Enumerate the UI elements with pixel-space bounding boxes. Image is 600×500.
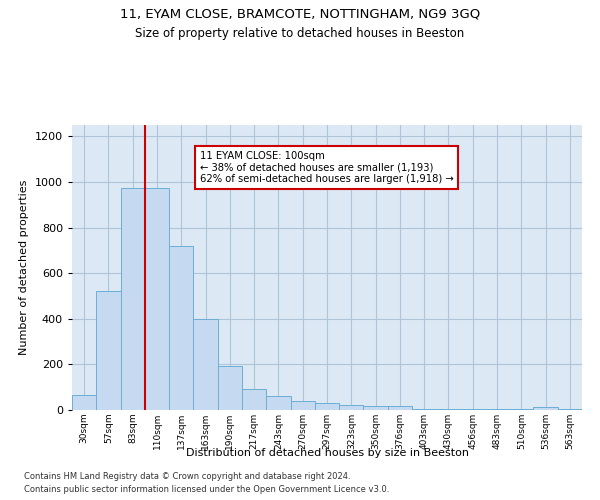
Text: 11, EYAM CLOSE, BRAMCOTE, NOTTINGHAM, NG9 3GQ: 11, EYAM CLOSE, BRAMCOTE, NOTTINGHAM, NG… <box>120 8 480 20</box>
Bar <box>533 408 558 410</box>
Bar <box>558 409 582 410</box>
Bar <box>218 366 242 410</box>
Bar <box>96 292 121 410</box>
Bar <box>364 406 388 410</box>
Text: 11 EYAM CLOSE: 100sqm
← 38% of detached houses are smaller (1,193)
62% of semi-d: 11 EYAM CLOSE: 100sqm ← 38% of detached … <box>199 150 453 184</box>
Text: Size of property relative to detached houses in Beeston: Size of property relative to detached ho… <box>136 28 464 40</box>
Bar <box>121 188 145 410</box>
Y-axis label: Number of detached properties: Number of detached properties <box>19 180 29 355</box>
Bar <box>72 395 96 410</box>
Bar <box>266 396 290 410</box>
Bar <box>169 246 193 410</box>
Bar <box>193 319 218 410</box>
Text: Contains public sector information licensed under the Open Government Licence v3: Contains public sector information licen… <box>24 485 389 494</box>
Bar <box>412 409 436 410</box>
Text: Distribution of detached houses by size in Beeston: Distribution of detached houses by size … <box>185 448 469 458</box>
Bar <box>145 188 169 410</box>
Bar <box>436 409 461 410</box>
Bar <box>388 406 412 410</box>
Bar <box>315 402 339 410</box>
Bar <box>461 409 485 410</box>
Bar <box>242 390 266 410</box>
Bar <box>485 409 509 410</box>
Bar <box>509 409 533 410</box>
Text: Contains HM Land Registry data © Crown copyright and database right 2024.: Contains HM Land Registry data © Crown c… <box>24 472 350 481</box>
Bar <box>339 406 364 410</box>
Bar <box>290 401 315 410</box>
